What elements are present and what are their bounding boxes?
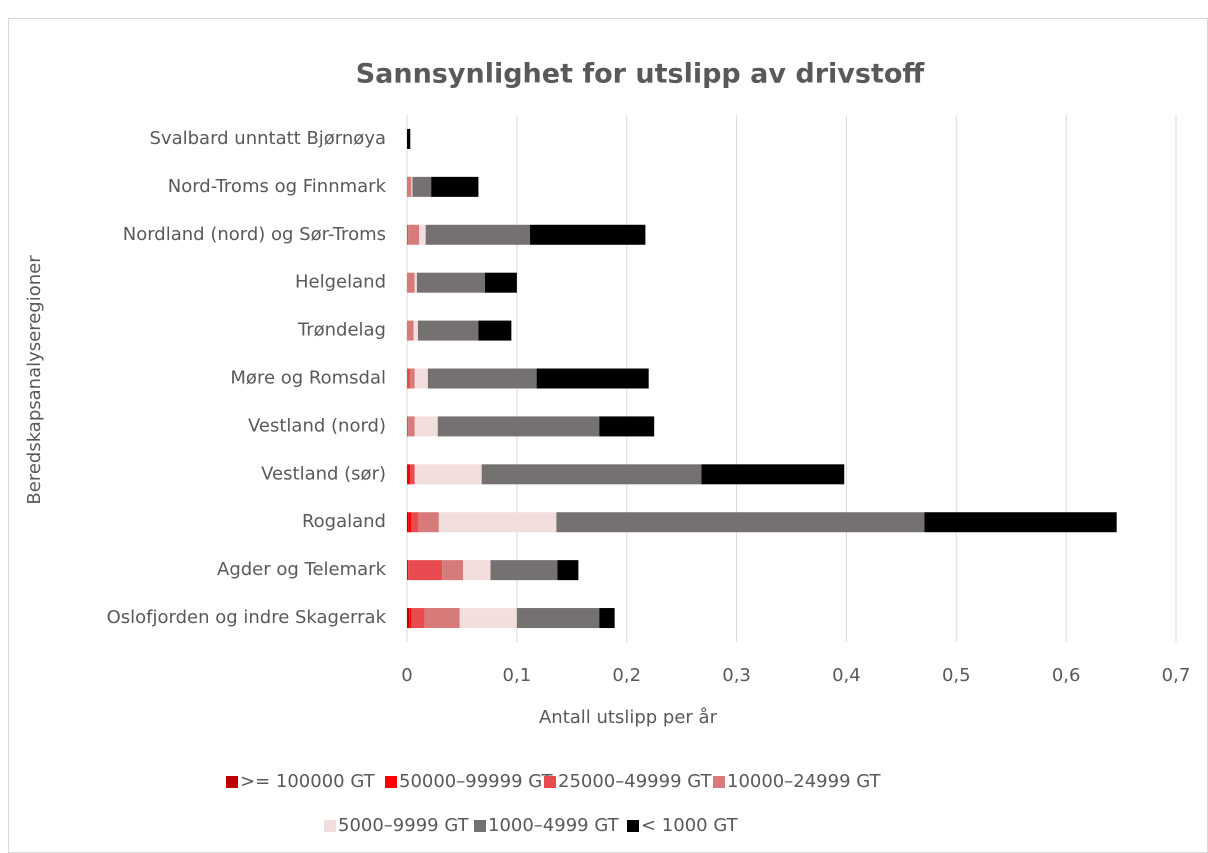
- bar-segment: [417, 320, 479, 341]
- bar-segment: [463, 560, 491, 581]
- bar-segment: [599, 416, 655, 437]
- bar-segment: [411, 512, 418, 533]
- legend-label: 5000–9999 GT: [338, 815, 470, 836]
- bar-segment: [409, 608, 412, 629]
- bar-segment: [490, 560, 558, 581]
- bar-segment: [407, 224, 409, 245]
- y-tick-label: Svalbard unntatt Bjørnøya: [150, 128, 387, 149]
- bar-segment: [408, 512, 412, 533]
- bar-segment: [407, 608, 410, 629]
- bar-segment: [407, 416, 409, 437]
- bar-segment: [407, 560, 409, 581]
- bar-segment: [407, 320, 414, 341]
- bar-segment: [408, 416, 415, 437]
- bar-segment: [425, 224, 531, 245]
- bar-segment: [442, 560, 464, 581]
- bar-segment: [412, 176, 432, 197]
- bar-segment: [701, 464, 845, 485]
- bar-segment: [407, 176, 412, 197]
- bar-segment: [407, 464, 411, 485]
- y-tick-label: Nord-Troms og Finnmark: [168, 176, 387, 197]
- legend-label: 1000–4999 GT: [488, 815, 620, 836]
- bar-segment: [424, 608, 460, 629]
- y-tick-label: Helgeland: [295, 272, 386, 293]
- bar-segment: [431, 176, 479, 197]
- y-tick-label: Nordland (nord) og Sør-Troms: [123, 224, 386, 245]
- x-tick-label: 0,7: [1162, 665, 1191, 686]
- bar-segment: [407, 128, 411, 149]
- bar-segment: [516, 608, 600, 629]
- bar-segment: [481, 464, 702, 485]
- bar-segment: [414, 416, 438, 437]
- bar-segment: [419, 224, 426, 245]
- bar-segment: [459, 608, 517, 629]
- y-axis-title: Beredskapsanalyseregioner: [24, 255, 45, 505]
- y-tick-label: Vestland (sør): [261, 463, 386, 484]
- bar-segment: [408, 224, 420, 245]
- bar-segment: [416, 272, 485, 293]
- bar-segment: [557, 560, 579, 581]
- legend-swatch: [324, 820, 336, 832]
- bar-segment: [407, 368, 411, 389]
- x-axis-title: Antall utslipp per år: [539, 707, 718, 728]
- x-tick-label: 0,6: [1052, 665, 1081, 686]
- bar-segment: [484, 272, 517, 293]
- legend-label: 10000–24999 GT: [727, 771, 882, 792]
- bar-segment: [414, 464, 482, 485]
- bar-segment: [410, 368, 415, 389]
- bar-segment: [478, 320, 512, 341]
- legend-label: < 1000 GT: [641, 815, 739, 836]
- bar-segment: [408, 560, 443, 581]
- legend-label: 25000–49999 GT: [558, 771, 713, 792]
- x-tick-label: 0: [401, 665, 412, 686]
- bar-segment: [599, 608, 615, 629]
- y-tick-label: Møre og Romsdal: [230, 368, 386, 389]
- bar-segment: [530, 224, 646, 245]
- bar-segment: [407, 272, 415, 293]
- legend-swatch: [627, 820, 639, 832]
- bar-segment: [413, 320, 418, 341]
- y-tick-label: Vestland (nord): [248, 415, 386, 436]
- bar-segment: [924, 512, 1117, 533]
- y-tick-label: Agder og Telemark: [217, 559, 387, 580]
- legend-swatch: [544, 776, 556, 788]
- bar-segment: [417, 512, 439, 533]
- legend-swatch: [713, 776, 725, 788]
- y-tick-label: Rogaland: [302, 511, 386, 532]
- bar-segment: [437, 416, 600, 437]
- x-tick-label: 0,2: [612, 665, 641, 686]
- bar-segment: [407, 512, 409, 533]
- y-tick-label: Oslofjorden og indre Skagerrak: [107, 607, 387, 628]
- y-tick-label: Trøndelag: [297, 320, 386, 341]
- legend-label: >= 100000 GT: [240, 771, 376, 792]
- bar-segment: [411, 608, 425, 629]
- bar-segment: [410, 464, 415, 485]
- bar-segment: [536, 368, 649, 389]
- bar-segment: [438, 512, 557, 533]
- bar-segment: [556, 512, 925, 533]
- x-tick-label: 0,1: [503, 665, 532, 686]
- legend-label: 50000–99999 GT: [399, 771, 554, 792]
- bar-segment: [411, 176, 413, 197]
- bar-segment: [414, 368, 428, 389]
- bar-segment: [427, 368, 537, 389]
- bar-segment: [414, 272, 417, 293]
- legend-swatch: [226, 776, 238, 788]
- chart-title: Sannsynlighet for utslipp av drivstoff: [356, 59, 926, 90]
- x-tick-label: 0,4: [832, 665, 861, 686]
- legend-swatch: [474, 820, 486, 832]
- x-tick-label: 0,5: [942, 665, 971, 686]
- x-tick-label: 0,3: [722, 665, 751, 686]
- legend-swatch: [385, 776, 397, 788]
